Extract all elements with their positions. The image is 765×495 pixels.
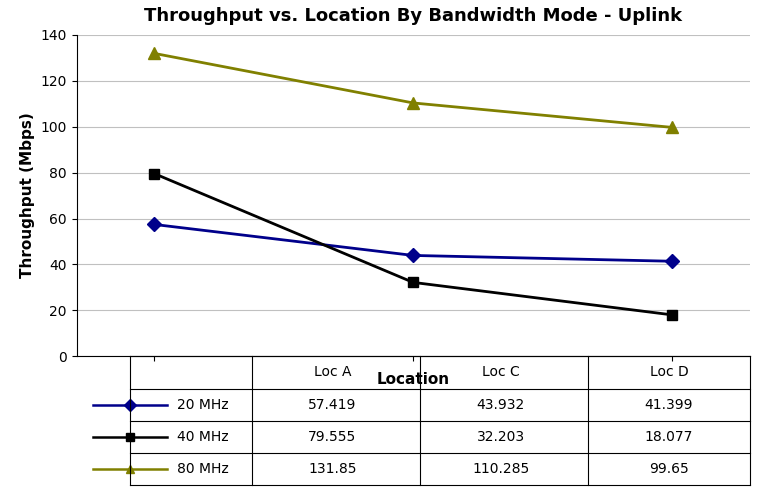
- Text: 20 MHz: 20 MHz: [177, 397, 229, 412]
- Text: 18.077: 18.077: [645, 430, 693, 444]
- Text: 80 MHz: 80 MHz: [177, 462, 230, 476]
- Text: 110.285: 110.285: [472, 462, 529, 476]
- Y-axis label: Throughput (Mbps): Throughput (Mbps): [20, 113, 35, 278]
- Text: 32.203: 32.203: [477, 430, 525, 444]
- Text: 43.932: 43.932: [477, 397, 525, 412]
- Text: 131.85: 131.85: [308, 462, 356, 476]
- Text: Loc D: Loc D: [649, 365, 688, 380]
- Text: 99.65: 99.65: [649, 462, 689, 476]
- Title: Throughput vs. Location By Bandwidth Mode - Uplink: Throughput vs. Location By Bandwidth Mod…: [144, 7, 682, 25]
- Text: 57.419: 57.419: [308, 397, 356, 412]
- Text: 41.399: 41.399: [645, 397, 693, 412]
- Text: 40 MHz: 40 MHz: [177, 430, 229, 444]
- X-axis label: Location: Location: [376, 372, 450, 387]
- Text: Loc C: Loc C: [482, 365, 519, 380]
- Text: 79.555: 79.555: [308, 430, 356, 444]
- Text: Loc A: Loc A: [314, 365, 351, 380]
